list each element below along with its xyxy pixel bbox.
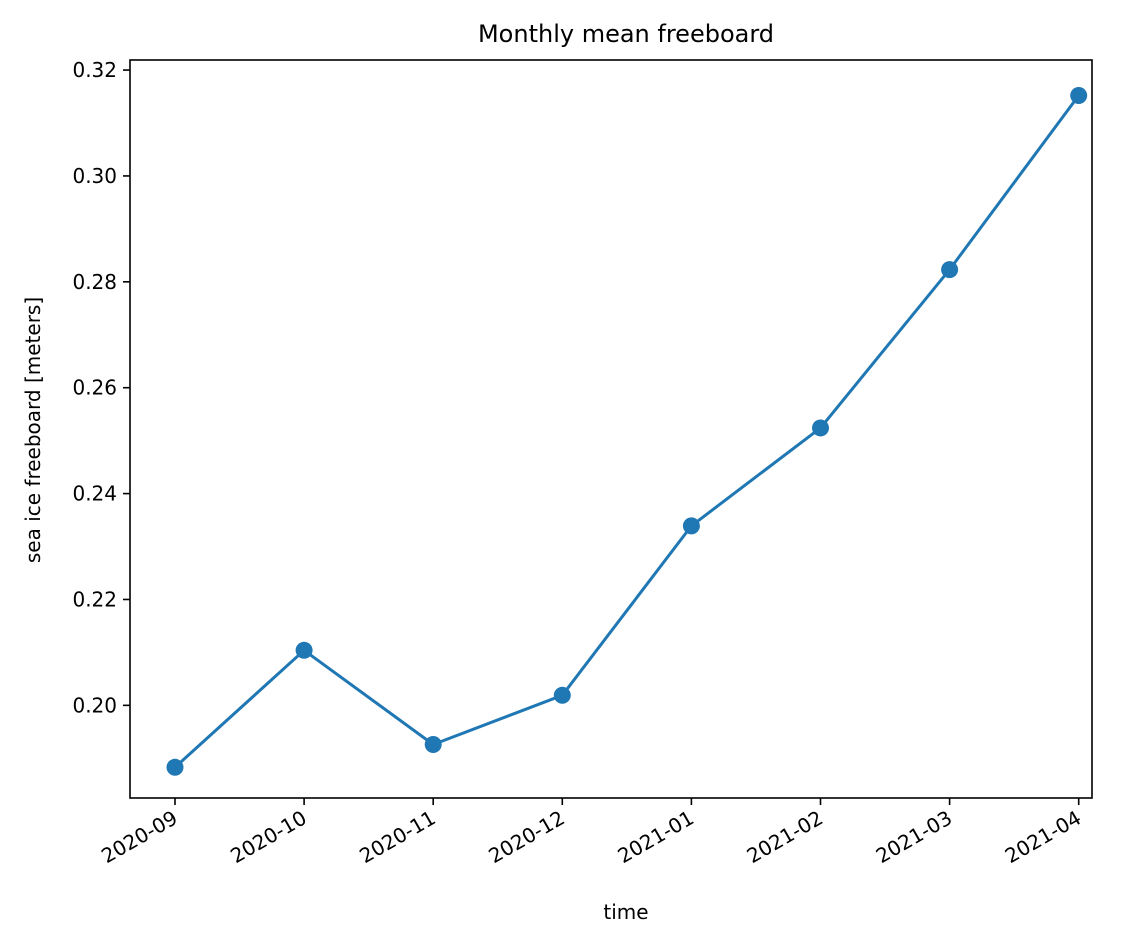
y-axis-label: sea ice freeboard [meters] (21, 297, 45, 563)
x-axis-label: time (603, 900, 648, 924)
data-point (682, 517, 700, 535)
data-point (166, 758, 184, 776)
data-point (941, 261, 959, 279)
y-tick-label: 0.22 (72, 587, 117, 611)
data-point (424, 736, 442, 754)
y-tick-label: 0.30 (72, 164, 117, 188)
data-point (1070, 86, 1088, 104)
data-point (812, 419, 829, 437)
data-point (295, 641, 313, 659)
y-tick-label: 0.24 (72, 482, 117, 506)
data-point (553, 686, 571, 704)
y-tick-label: 0.32 (72, 58, 117, 82)
plot-area (166, 86, 1088, 776)
y-tick-label: 0.28 (72, 270, 117, 294)
y-tick-label: 0.20 (72, 693, 117, 717)
series-line (173, 94, 1080, 769)
axes-frame (129, 59, 1093, 799)
chart-title: Monthly mean freeboard (478, 20, 774, 48)
y-axis: 0.20 0.22 0.24 0.26 0.28 0.30 0.32 (72, 58, 130, 717)
y-tick-label: 0.26 (72, 376, 117, 400)
